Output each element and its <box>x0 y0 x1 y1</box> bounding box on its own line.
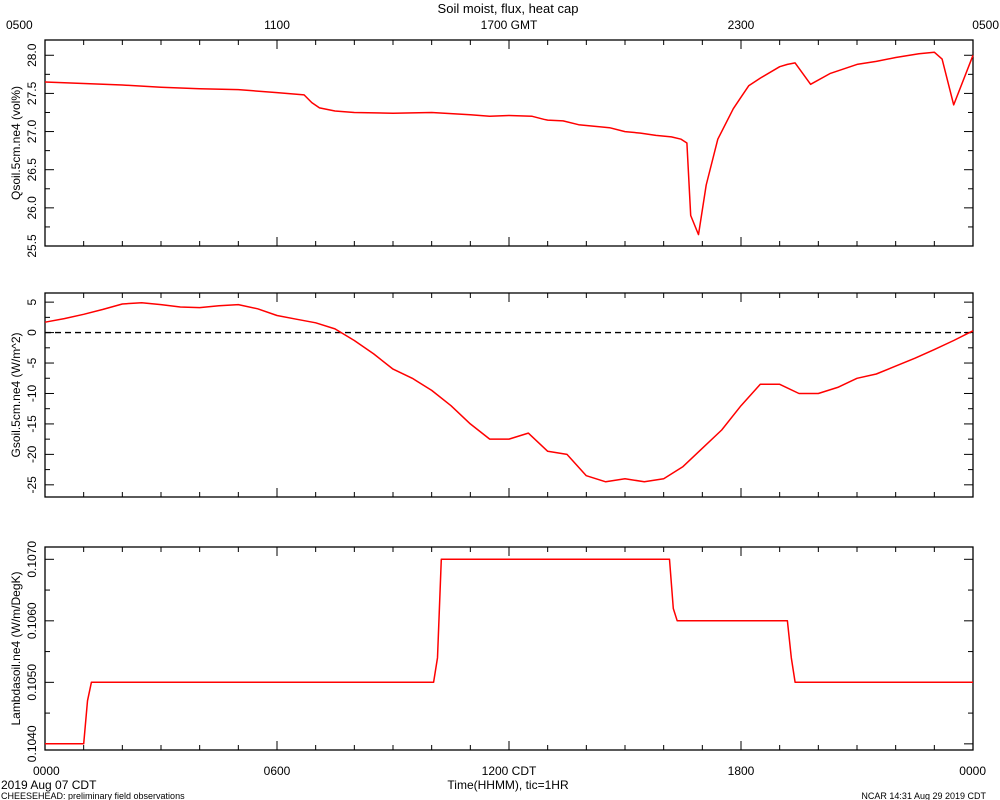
x-axis-label: Time(HHMM), tic=1HR <box>447 778 569 792</box>
y-tick-label: -20 <box>25 445 39 463</box>
top-time-axis: 0500 1100 1700 GMT 2300 0500 <box>6 18 999 32</box>
data-series-line <box>44 301 974 483</box>
y-tick-label: 0.1050 <box>25 664 39 701</box>
y-tick-label: -15 <box>25 415 39 433</box>
y-tick-label: 27.0 <box>25 120 39 144</box>
plot-frame <box>44 292 974 498</box>
y-tick-label: 0.1040 <box>25 725 39 762</box>
project-label: CHEESEHEAD: preliminary field observatio… <box>1 791 185 800</box>
y-axis-label: Lambdasoil.ne4 (W/m/DegK) <box>9 571 23 725</box>
chart-panel-1: 25.5 26.0 26.5 27.0 27.5 28.0 Qsoil.5cm.ne4 (v… <box>9 39 974 258</box>
y-tick-label: 0.1060 <box>25 602 39 639</box>
bottom-tick-label: 0000 <box>33 764 60 778</box>
plot-frame <box>44 39 974 247</box>
data-series-line <box>45 558 973 745</box>
bottom-tick-label: 0600 <box>264 764 291 778</box>
top-tick-label: 1100 <box>264 18 290 32</box>
y-tick-label: 0 <box>25 329 39 336</box>
y-tick-label: 5 <box>25 298 39 305</box>
data-series-line <box>44 51 974 236</box>
y-tick-label: 0.1070 <box>25 541 39 578</box>
top-tick-label: 0500 <box>972 18 999 32</box>
top-tick-label: 1700 GMT <box>481 18 538 32</box>
bottom-tick-label: 0000 <box>959 764 986 778</box>
timestamp-label: NCAR 14:31 Aug 29 2019 CDT <box>861 791 986 800</box>
y-tick-label: -10 <box>25 384 39 402</box>
chart-panels: 25.5 26.0 26.5 27.0 27.5 28.0 Qsoil.5cm.ne4 (v… <box>9 39 974 762</box>
y-tick-label: 28.0 <box>25 43 39 67</box>
bottom-tick-label: 1200 CDT <box>482 764 537 778</box>
chart-title: Soil moist, flux, heat cap <box>438 1 579 16</box>
y-tick-label: -25 <box>25 476 39 494</box>
y-axis-label: Gsoil.5cm.ne4 (W/m^2) <box>9 333 23 458</box>
chart-panel-2: -25 -20 -15 -10 -5 0 5 Gsoil.5cm.ne4 (W/m^2) <box>9 292 974 498</box>
bottom-time-axis: 0000 0600 1200 CDT 1800 0000 <box>33 764 986 778</box>
date-label: 2019 Aug 07 CDT <box>1 778 97 792</box>
y-tick-label: 26.5 <box>25 158 39 182</box>
y-tick-label: -5 <box>25 357 39 368</box>
y-tick-label: 27.5 <box>25 81 39 105</box>
plot-frame <box>44 546 974 751</box>
y-tick-label: 25.5 <box>25 234 39 258</box>
top-tick-label: 2300 <box>728 18 755 32</box>
top-tick-label: 0500 <box>6 18 33 32</box>
y-axis-label: Qsoil.5cm.ne4 (vol%) <box>9 86 23 200</box>
y-tick-label: 26.0 <box>25 196 39 220</box>
bottom-tick-label: 1800 <box>728 764 755 778</box>
